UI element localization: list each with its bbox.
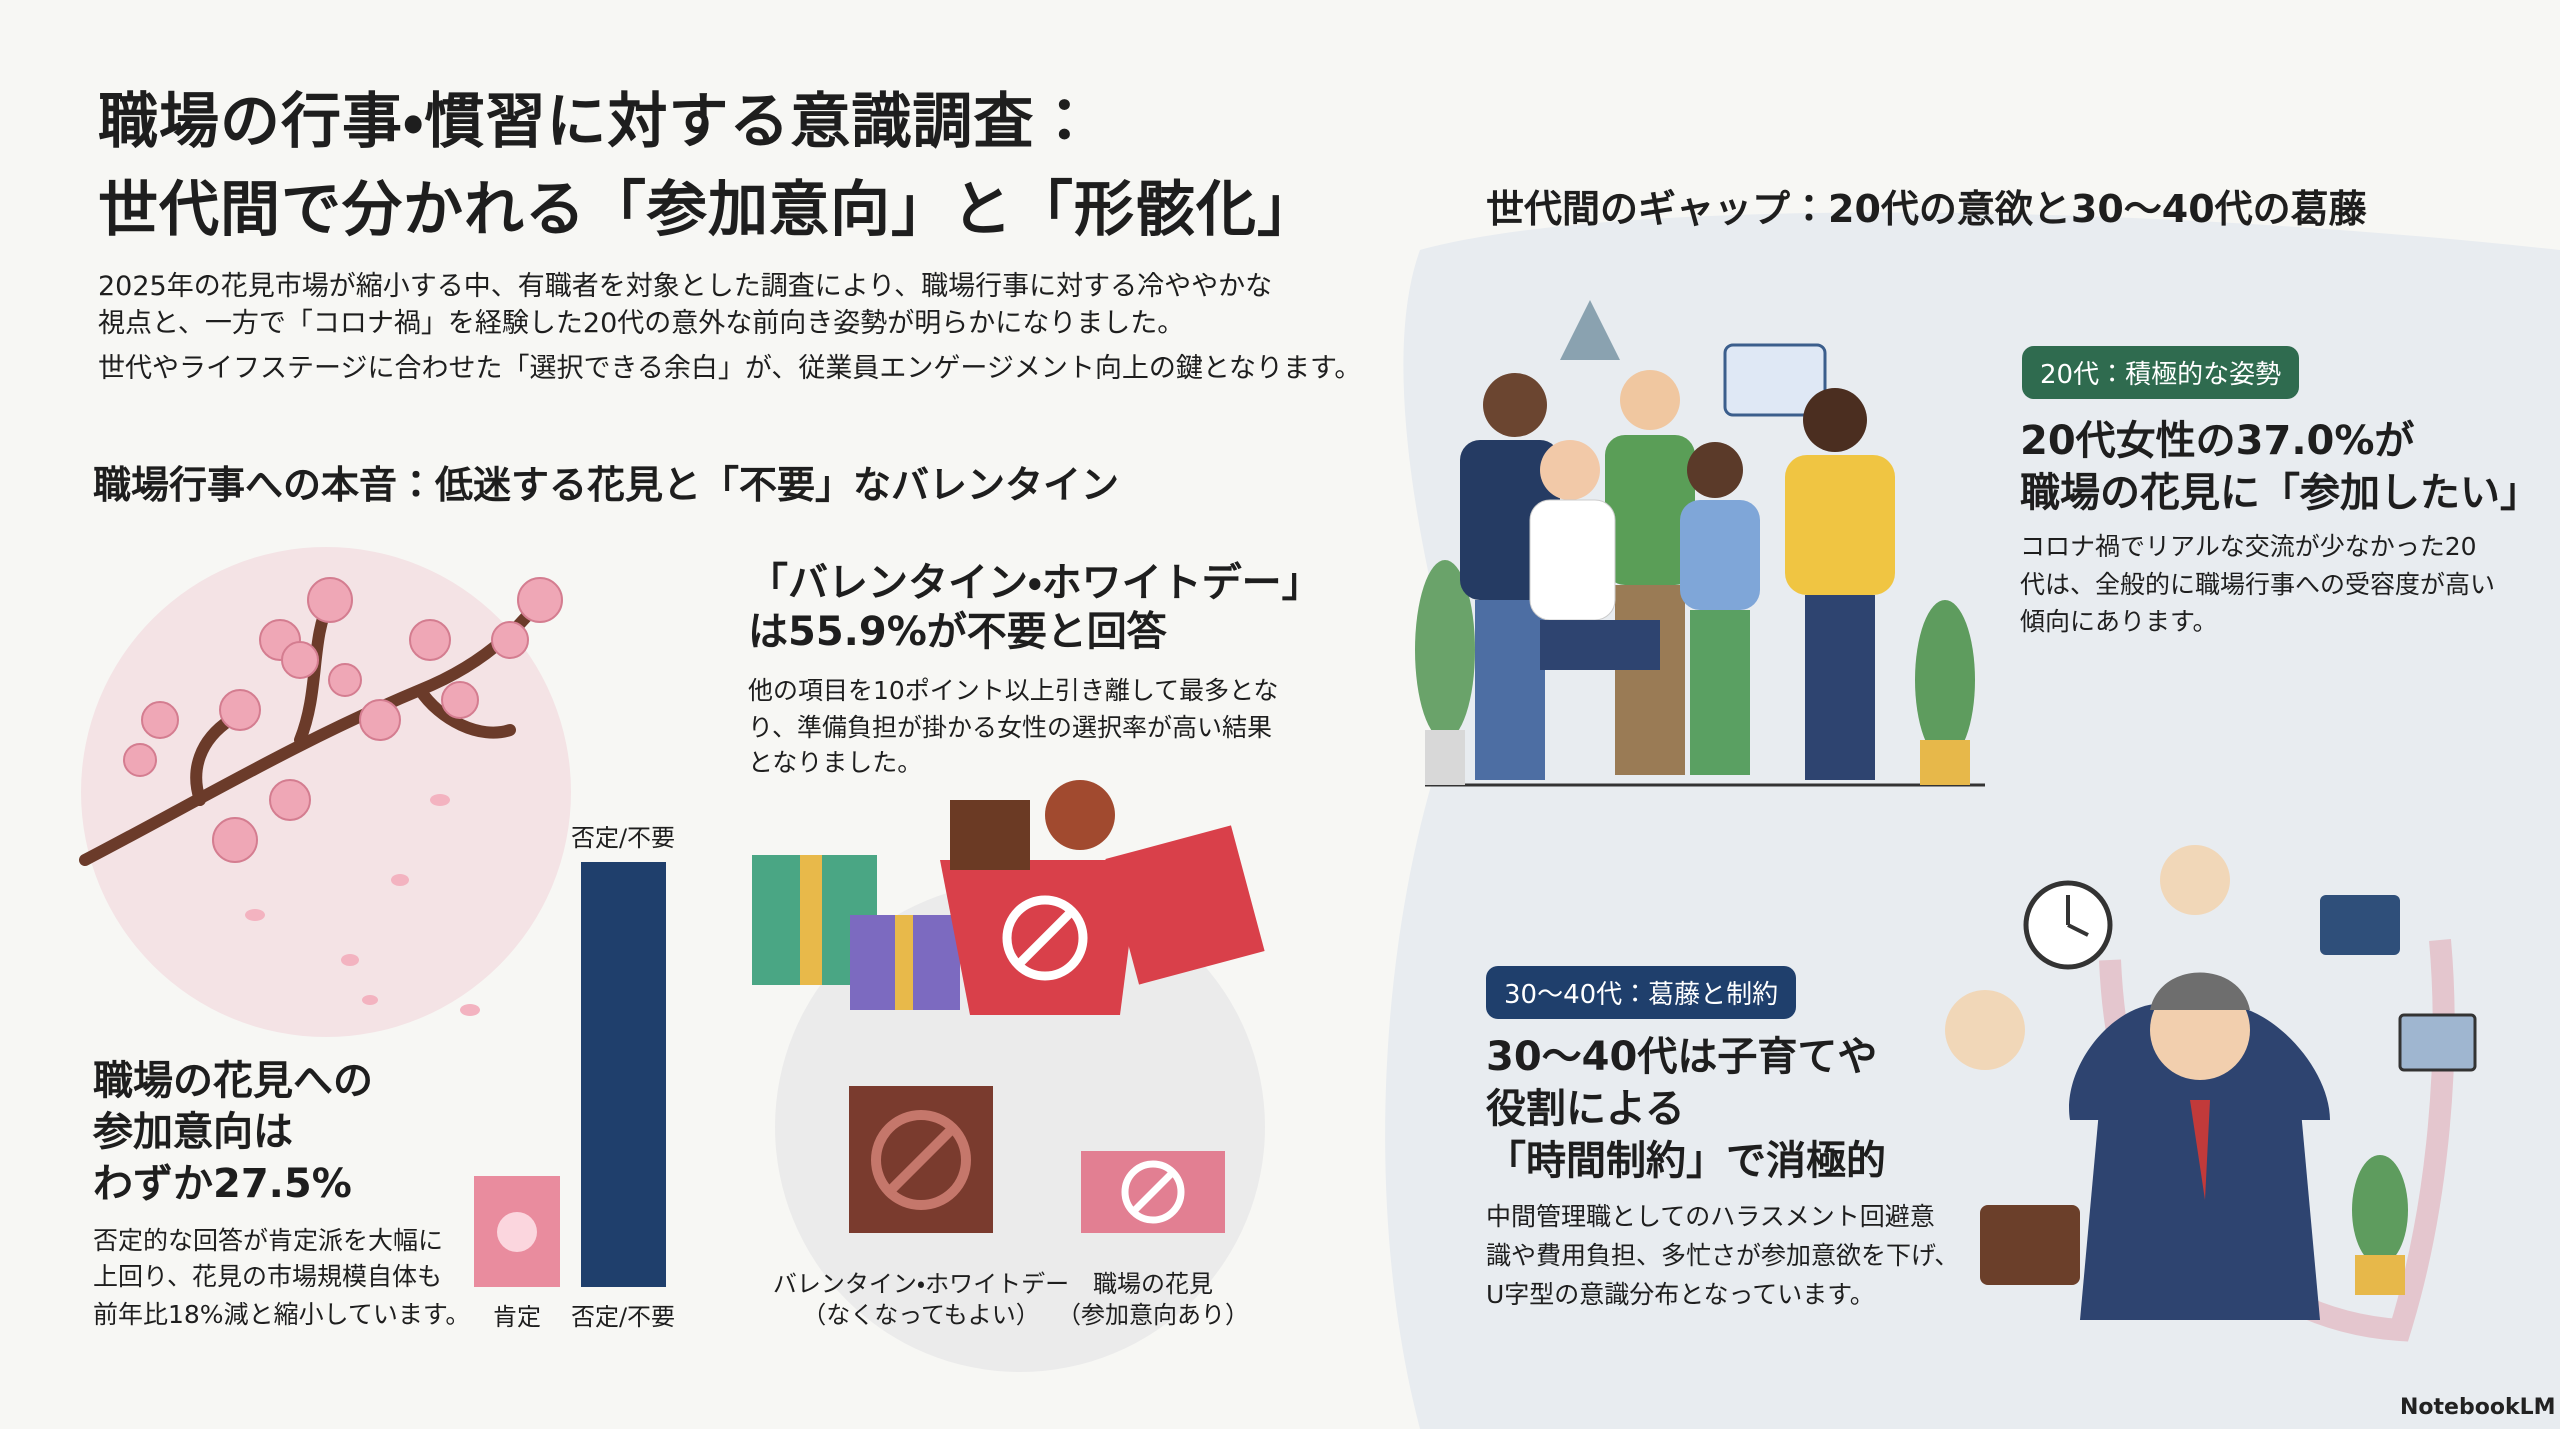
body-line: 否定的な回答が肯定派を大幅に — [93, 1226, 444, 1255]
body-line: り、準備負担が掛かる女性の選択率が高い結果 — [748, 713, 1273, 742]
intro-line: 世代やライフステージに合わせた「選択できる余白」が、従業員エンゲージメント向上の… — [98, 353, 1362, 384]
body-line: 上回り、花見の市場規模自体も — [93, 1262, 443, 1291]
headline-line: 役割による — [1486, 1086, 1685, 1132]
headline-line: 職場の花見に「参加したい」 — [2020, 470, 2540, 516]
logo: NotebookLM — [2400, 1395, 2556, 1420]
gifts — [752, 780, 1265, 1015]
section-heading: 職場行事への本音：低迷する花見と「不要」なバレンタイン — [93, 463, 1120, 507]
petals — [245, 794, 480, 1016]
headline-line: 参加意向は — [93, 1109, 293, 1155]
headline-line: は55.9%が不要と回答 — [748, 609, 1167, 655]
intro-line: 視点と、一方で「コロナ禍」を経験した20代の意外な前向き姿勢が明らかになりました… — [98, 308, 1185, 339]
bar-label: 肯定 — [493, 1303, 541, 1331]
intro-line: 2025年の花見市場が縮小する中、有職者を対象とした調査により、職場行事に対する… — [98, 271, 1273, 302]
bar-top-label: 否定/不要 — [570, 824, 676, 852]
body-line: 前年比18%減と縮小しています。 — [93, 1300, 471, 1329]
bar-negative — [581, 862, 666, 1287]
headline-line: 「バレンタイン・ホワイトデー」 — [748, 560, 1322, 606]
body-line: 識や費用負担、多忙さが参加意欲を下げ、 — [1486, 1241, 1960, 1270]
bar-label: バレンタイン・ホワイトデー — [772, 1270, 1070, 1298]
body-line: 中間管理職としてのハラスメント回避意 — [1486, 1202, 1935, 1231]
bar-icon — [497, 1212, 537, 1252]
title-line: 職場の行事・慣習に対する意識調査： — [98, 87, 1096, 157]
title-line: 世代間で分かれる「参加意向」と「形骸化」 — [98, 175, 1318, 245]
badge: 20代：積極的な姿勢 — [2022, 346, 2300, 399]
bar-label: 職場の花見 — [1093, 1270, 1213, 1298]
body-line: となりました。 — [748, 748, 923, 777]
blossoms — [123, 577, 563, 863]
body-line: 傾向にあります。 — [2020, 607, 2218, 636]
body-line: U字型の意識分布となっています。 — [1486, 1280, 1875, 1309]
bar-label: （参加意向あり） — [1057, 1301, 1249, 1329]
headline-line: わずか27.5% — [93, 1161, 352, 1207]
headline-line: 20代女性の37.0%が — [2020, 418, 2415, 464]
bar-icon — [1130, 1169, 1176, 1215]
body-line: コロナ禍でリアルな交流が少なかった20 — [2020, 532, 2477, 561]
headline-line: 「時間制約」で消極的 — [1486, 1138, 1886, 1184]
team-illustration — [1415, 300, 1985, 787]
section-heading: 世代間のギャップ：20代の意欲と30〜40代の葛藤 — [1486, 187, 2367, 231]
bar-label: 否定/不要 — [570, 1303, 676, 1331]
bar-icon — [1121, 1160, 1185, 1224]
manager-illustration — [1945, 845, 2477, 1342]
headline-line: 職場の花見への — [93, 1058, 373, 1104]
body-line: 代は、全般的に職場行事への受容度が高い — [2020, 570, 2496, 599]
bar-icon — [886, 1125, 956, 1195]
badge: 30〜40代：葛藤と制約 — [1486, 966, 1797, 1019]
body-line: 他の項目を10ポイント以上引き離して最多とな — [748, 676, 1279, 705]
bar-label: （なくなってもよい） — [802, 1301, 1040, 1329]
headline-line: 30〜40代は子育てや — [1486, 1034, 1878, 1080]
bar-icon — [871, 1110, 971, 1210]
sakura-circle — [81, 547, 571, 1037]
